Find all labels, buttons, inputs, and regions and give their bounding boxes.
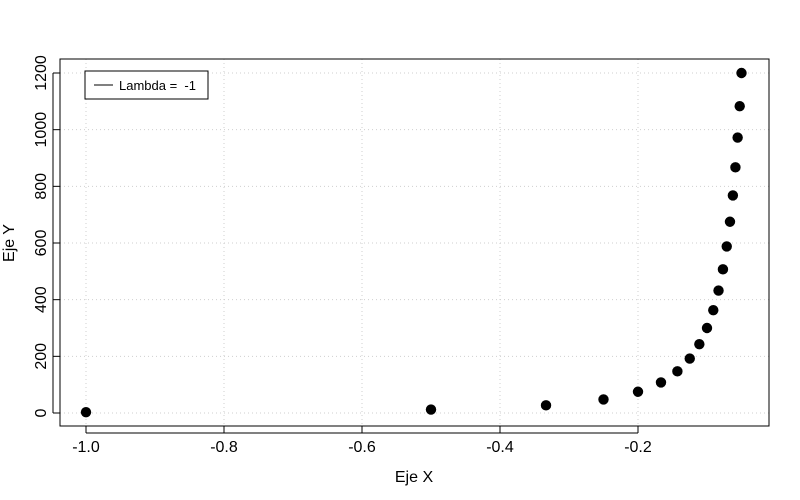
data-point xyxy=(732,132,743,143)
data-point xyxy=(734,100,745,112)
y-tick-label: 200 xyxy=(33,343,50,370)
x-axis: -1.0 -0.8 -0.6 -0.4 -0.2 xyxy=(72,426,652,456)
data-point xyxy=(727,190,739,201)
data-point xyxy=(701,322,713,334)
data-point xyxy=(724,216,736,227)
data-point xyxy=(540,400,552,411)
y-tick-label: 1000 xyxy=(33,112,50,148)
data-point xyxy=(694,338,705,350)
y-axis-title: Eje Y xyxy=(1,224,18,262)
y-tick-label: 400 xyxy=(33,286,50,313)
data-point xyxy=(598,394,609,405)
data-points xyxy=(80,67,747,418)
x-tick-label: -1.0 xyxy=(72,439,100,456)
grid-lines xyxy=(60,59,769,426)
data-point xyxy=(632,386,644,397)
x-tick-label: -0.2 xyxy=(624,439,652,456)
data-point xyxy=(425,404,437,415)
x-axis-title: Eje X xyxy=(395,469,434,486)
data-point xyxy=(730,162,741,173)
data-point xyxy=(721,241,732,252)
y-tick-label: 1200 xyxy=(33,55,50,91)
x-tick-label: -0.8 xyxy=(210,439,238,456)
x-tick-label: -0.6 xyxy=(348,439,376,456)
data-point xyxy=(672,366,683,377)
y-tick-label: 0 xyxy=(33,408,50,417)
plot-frame xyxy=(59,58,770,427)
data-point xyxy=(80,406,92,418)
data-point xyxy=(708,304,719,316)
legend: Lambda = -1 xyxy=(84,70,209,100)
x-tick-label: -0.4 xyxy=(486,439,514,456)
data-point xyxy=(717,264,729,275)
y-tick-label: 600 xyxy=(33,230,50,257)
y-tick-label: 800 xyxy=(33,173,50,200)
data-point xyxy=(684,353,695,364)
y-axis: 0 200 400 600 800 1000 1200 xyxy=(33,55,60,417)
data-point xyxy=(655,377,667,388)
legend-label: Lambda = -1 xyxy=(119,78,196,93)
data-point xyxy=(736,67,747,79)
data-point xyxy=(713,285,724,296)
